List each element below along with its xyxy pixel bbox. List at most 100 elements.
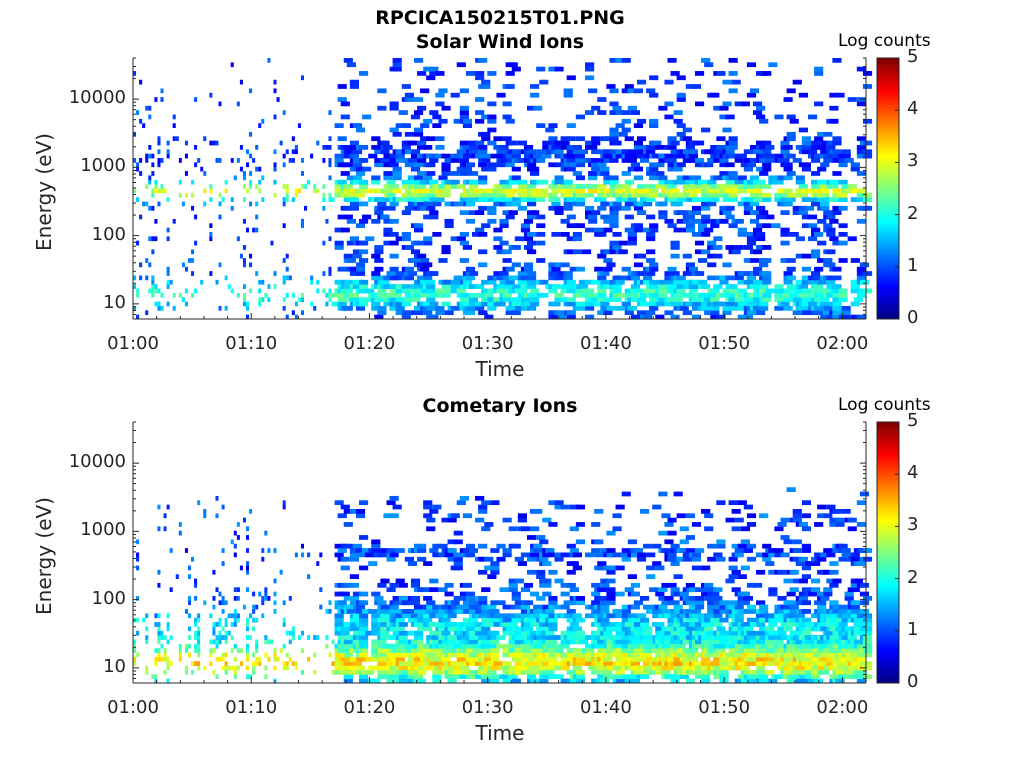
heatmap-cell: [316, 288, 320, 294]
heatmap-cell: [774, 197, 784, 202]
heatmap-cell: [630, 110, 640, 115]
heatmap-cell: [282, 665, 286, 671]
heatmap-cell: [484, 674, 494, 680]
heatmap-cell: [429, 314, 439, 320]
heatmap-cell: [838, 192, 848, 198]
heatmap-cell: [242, 258, 246, 263]
heatmap-cell: [814, 101, 824, 107]
heatmap-cell: [426, 284, 436, 289]
heatmap-cell: [780, 227, 790, 233]
heatmap-cell: [597, 639, 607, 645]
heatmap-cell: [786, 284, 796, 289]
heatmap-cell: [377, 201, 387, 207]
heatmap-cell: [221, 665, 225, 671]
heatmap-cell: [591, 184, 601, 189]
heatmap-cell: [542, 145, 552, 150]
heatmap-cell: [630, 284, 640, 289]
heatmap-cell: [365, 552, 375, 558]
heatmap-cell: [704, 526, 714, 532]
heatmap-cell: [658, 214, 668, 220]
heatmap-cell: [520, 184, 531, 189]
heatmap-cell: [383, 188, 393, 194]
heatmap-cell: [481, 131, 491, 137]
heatmap-cell: [401, 314, 411, 320]
heatmap-cell: [676, 513, 686, 519]
heatmap-cell: [426, 75, 436, 81]
heatmap-cell: [209, 648, 213, 653]
heatmap-cell: [563, 613, 573, 619]
heatmap-cell: [218, 101, 222, 107]
heatmap-cell: [444, 643, 454, 649]
heatmap-cell: [215, 643, 219, 649]
heatmap-cell: [823, 310, 833, 316]
heatmap-cell: [172, 123, 176, 128]
heatmap-cell: [539, 179, 549, 185]
heatmap-cell: [508, 210, 518, 215]
heatmap-cell: [505, 626, 515, 632]
heatmap-cell: [548, 162, 558, 168]
heatmap-cell: [377, 310, 387, 316]
heatmap-cell: [514, 578, 524, 584]
heatmap-cell: [523, 218, 534, 224]
heatmap-cell: [649, 587, 659, 593]
heatmap-cell: [264, 635, 268, 640]
heatmap-cell: [643, 227, 653, 233]
heatmap-cell: [490, 500, 500, 506]
heatmap-cell: [343, 205, 353, 211]
heatmap-cell: [575, 522, 586, 527]
heatmap-cell: [233, 656, 237, 662]
heatmap-cell: [591, 166, 601, 172]
heatmap-cell: [719, 604, 729, 610]
heatmap-cell: [643, 630, 653, 636]
heatmap-cell: [691, 175, 702, 181]
heatmap-cell: [426, 171, 436, 176]
heatmap-cell: [856, 218, 866, 224]
heatmap-cell: [847, 97, 857, 102]
heatmap-cell: [429, 71, 439, 76]
heatmap-cell: [554, 149, 564, 155]
heatmap-cell: [328, 110, 332, 115]
heatmap-cell: [246, 535, 250, 540]
heatmap-cell: [450, 305, 460, 311]
heatmap-cell: [585, 140, 595, 146]
heatmap-cell: [762, 245, 772, 250]
heatmap-cell: [514, 661, 524, 666]
heatmap-cell: [429, 661, 439, 666]
heatmap-cell: [468, 140, 479, 146]
heatmap-cell: [679, 526, 689, 532]
heatmap-cell: [801, 140, 812, 146]
heatmap-cell: [359, 218, 369, 224]
heatmap-cell: [737, 574, 747, 579]
heatmap-cell: [536, 535, 546, 540]
heatmap-cell: [694, 661, 705, 666]
heatmap-cell: [517, 279, 527, 285]
heatmap-cell: [468, 639, 479, 645]
heatmap-cell: [655, 665, 665, 671]
heatmap-cell: [212, 569, 216, 575]
heatmap-cell: [575, 192, 586, 198]
heatmap-cell: [157, 582, 161, 588]
heatmap-cell: [762, 71, 772, 76]
heatmap-cell: [450, 184, 460, 189]
heatmap-cell: [566, 249, 576, 255]
heatmap-cell: [768, 613, 778, 619]
heatmap-cell: [435, 197, 445, 202]
heatmap-cell: [713, 149, 723, 155]
heatmap-cell: [246, 656, 250, 662]
heatmap-cell: [643, 288, 653, 294]
heatmap-cell: [517, 271, 527, 276]
heatmap-cell: [649, 669, 659, 675]
heatmap-cell: [215, 635, 219, 640]
heatmap-cell: [450, 288, 460, 294]
heatmap-cell: [343, 669, 353, 675]
heatmap-cell: [194, 643, 198, 649]
colorbar-segment: [877, 84, 899, 88]
heatmap-cell: [820, 179, 830, 185]
heatmap-cell: [215, 140, 219, 146]
heatmap-cell: [166, 197, 170, 202]
heatmap-cell: [612, 643, 622, 649]
heatmap-cell: [615, 661, 625, 666]
heatmap-cell: [643, 643, 653, 649]
heatmap-cell: [746, 678, 757, 684]
heatmap-cell: [252, 626, 256, 632]
